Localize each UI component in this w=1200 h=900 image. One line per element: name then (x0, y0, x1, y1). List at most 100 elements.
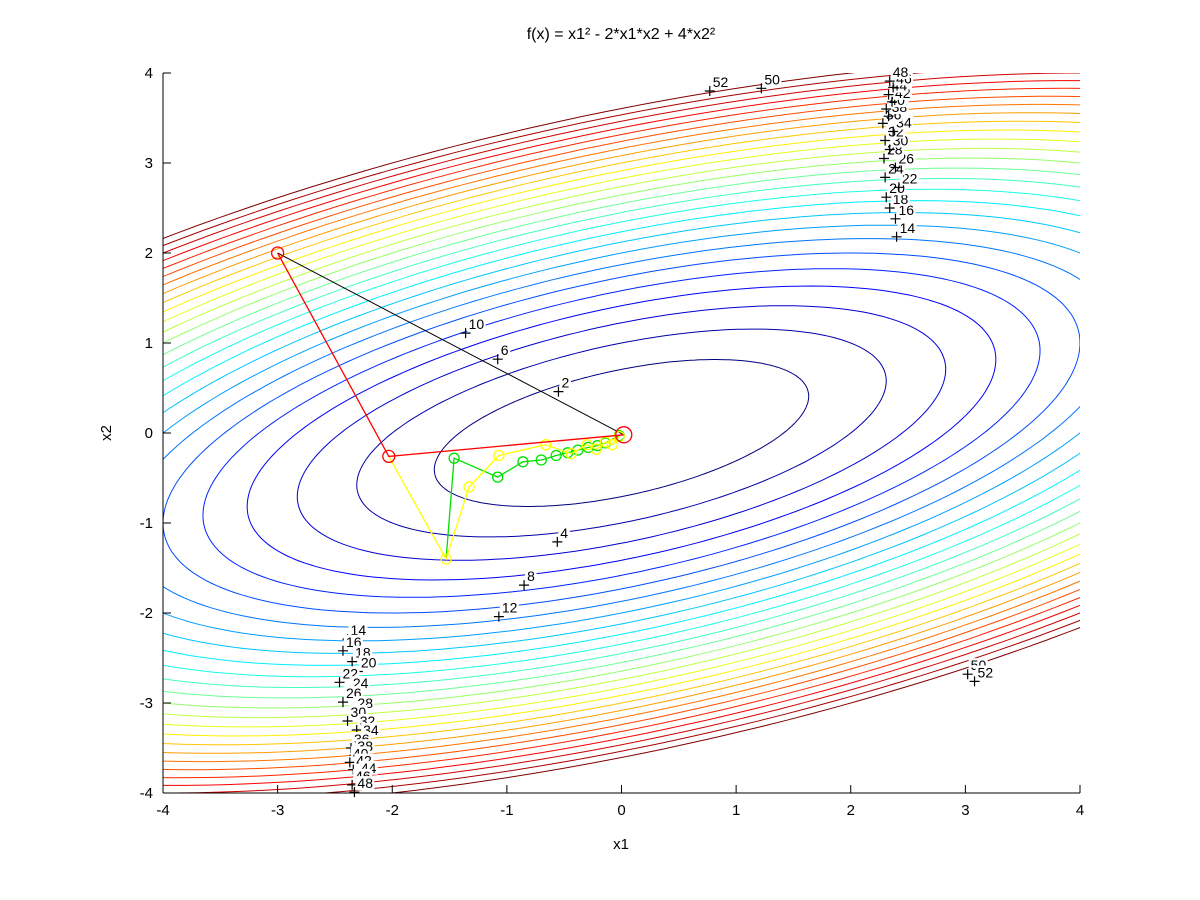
contour-label-mark-30 (342, 716, 353, 726)
contour-label-mark-16 (890, 213, 901, 224)
newton-step-line (277, 252, 625, 436)
contour-line-32 (163, 138, 1080, 728)
contour-label-bg-10 (466, 317, 486, 332)
contour-line-42 (163, 95, 1080, 771)
contour-label-8: 8 (527, 568, 535, 584)
contour-line-36 (163, 120, 1080, 746)
y-tick-label--3: -3 (140, 695, 153, 712)
contour-label-bg-50 (762, 72, 782, 87)
contour-label-bg-8 (525, 569, 537, 584)
green-descent-path-marker (492, 471, 504, 483)
contour-label-bg-16 (896, 202, 916, 217)
contour-line-26 (163, 167, 1080, 699)
contour-line-16 (163, 224, 1080, 642)
contour-label-mark-38 (883, 111, 894, 122)
contour-label-mark-12 (493, 611, 504, 622)
contour-label-bg-52 (710, 75, 730, 89)
contour-line-6 (296, 305, 947, 561)
contour-label-mark-50 (756, 83, 767, 94)
yellow-descent-path-marker (493, 449, 505, 462)
contour-label-mark-8 (519, 580, 530, 591)
contour-label-mark-28 (878, 153, 889, 164)
contour-label-bg-20 (358, 655, 378, 670)
contour-label-mark-18 (884, 203, 895, 213)
contour-label-4: 4 (560, 525, 568, 541)
green-descent-path-marker (517, 456, 529, 468)
y-tick-label--4: -4 (140, 785, 153, 802)
contour-label-mark-4 (552, 536, 563, 547)
yellow-descent-path-marker (440, 553, 452, 565)
x-tick-label--3: -3 (271, 802, 284, 819)
y-axis-label: x2 (98, 425, 115, 441)
contour-label-mark-46 (888, 82, 899, 93)
contour-label-bg-2 (559, 375, 571, 390)
contour-line-40 (163, 103, 1080, 763)
y-tick-label--2: -2 (140, 605, 153, 622)
contour-line-18 (163, 212, 1080, 654)
contour-label-mark-2 (553, 386, 564, 397)
contour-line-44 (163, 87, 1080, 779)
x-tick-label-4: 4 (1076, 802, 1084, 819)
contour-label-mark-52 (969, 676, 980, 687)
contour-label-mark-44 (883, 89, 894, 100)
y-tick-label--1: -1 (140, 515, 153, 532)
yellow-descent-path-marker (606, 439, 618, 451)
contour-line-2 (433, 359, 810, 507)
x-tick-label-3: 3 (961, 802, 969, 819)
x-tick-label-2: 2 (847, 802, 855, 819)
y-tick-label-4: 4 (145, 65, 153, 82)
x-tick-label--2: -2 (386, 802, 399, 819)
yellow-descent-path-marker (463, 481, 475, 493)
contour-label-52: 52 (978, 664, 994, 680)
contour-label-mark-30 (884, 144, 895, 155)
x-axis-label: x1 (613, 836, 629, 853)
contour-label-mark-18 (347, 656, 358, 667)
contour-label-mark-20 (881, 192, 892, 203)
x-tick-label-1: 1 (732, 802, 740, 819)
contour-label-mark-26 (890, 162, 901, 173)
contour-label-mark-50 (962, 669, 973, 680)
contour-label-bg-16 (343, 634, 363, 649)
contour-label-14: 14 (351, 622, 367, 638)
contour-label-bg-12 (499, 600, 519, 615)
contour-label-mark-16 (337, 645, 348, 656)
contour-label-10: 10 (469, 316, 485, 332)
contour-line-30 (163, 147, 1080, 719)
contour-label-mark-26 (337, 697, 348, 708)
contour-label-2: 2 (561, 375, 569, 391)
contour-label-mark-6 (492, 354, 503, 365)
green-descent-path-marker (550, 449, 562, 462)
x-tick-label--1: -1 (500, 802, 513, 819)
contour-label-6: 6 (501, 342, 509, 358)
contour-line-4 (356, 328, 887, 538)
green-descent-path-marker (572, 444, 584, 456)
y-tick-label-3: 3 (145, 155, 153, 172)
contour-label-14: 14 (900, 220, 916, 236)
yellow-descent-path-marker (581, 439, 593, 451)
contour-line-52 (163, 73, 1080, 793)
contour-line-46 (163, 80, 1080, 786)
contour-label-mark-36 (877, 118, 888, 129)
contour-label-bg-18 (890, 192, 910, 206)
contour-label-mark-48 (349, 787, 360, 798)
contour-label-48: 48 (893, 64, 909, 80)
contour-line-28 (163, 157, 1080, 709)
contour-line-20 (163, 200, 1080, 666)
contour-line-38 (163, 112, 1080, 754)
contour-line-22 (163, 188, 1080, 678)
red-descent-path-marker (382, 449, 396, 464)
contour-line-50 (163, 73, 1080, 793)
yellow-descent-path-marker (540, 439, 552, 451)
green-descent-path-marker (448, 452, 460, 464)
contour-label-bg-48 (890, 65, 910, 80)
contour-label-48: 48 (357, 775, 373, 791)
y-tick-label-2: 2 (145, 245, 153, 262)
red-descent-path (277, 252, 624, 458)
plot-title: f(x) = x1² - 2*x1*x2 + 4*x2² (526, 26, 716, 43)
contour-label-50: 50 (764, 71, 780, 87)
contour-label-bg-4 (558, 525, 570, 540)
contour-label-mark-10 (460, 328, 471, 339)
yellow-descent-path-marker (590, 443, 602, 455)
